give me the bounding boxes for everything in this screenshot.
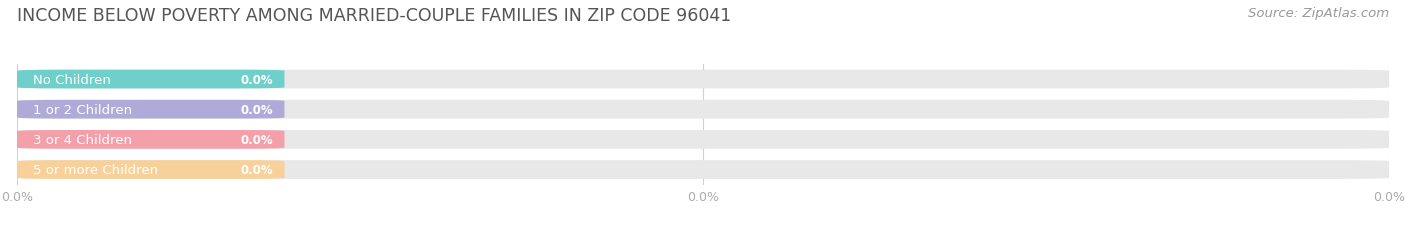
Text: 0.0%: 0.0% (240, 103, 274, 116)
Text: 5 or more Children: 5 or more Children (34, 163, 159, 176)
FancyBboxPatch shape (17, 161, 1389, 179)
Text: Source: ZipAtlas.com: Source: ZipAtlas.com (1249, 7, 1389, 20)
FancyBboxPatch shape (17, 131, 284, 149)
Text: 0.0%: 0.0% (240, 163, 274, 176)
FancyBboxPatch shape (17, 100, 1389, 119)
Text: 0.0%: 0.0% (240, 133, 274, 146)
Text: No Children: No Children (34, 73, 111, 86)
Text: INCOME BELOW POVERTY AMONG MARRIED-COUPLE FAMILIES IN ZIP CODE 96041: INCOME BELOW POVERTY AMONG MARRIED-COUPL… (17, 7, 731, 25)
Text: 1 or 2 Children: 1 or 2 Children (34, 103, 132, 116)
FancyBboxPatch shape (17, 100, 284, 119)
FancyBboxPatch shape (17, 70, 284, 89)
FancyBboxPatch shape (17, 161, 284, 179)
FancyBboxPatch shape (17, 131, 1389, 149)
FancyBboxPatch shape (17, 70, 1389, 89)
Text: 3 or 4 Children: 3 or 4 Children (34, 133, 132, 146)
Text: 0.0%: 0.0% (240, 73, 274, 86)
